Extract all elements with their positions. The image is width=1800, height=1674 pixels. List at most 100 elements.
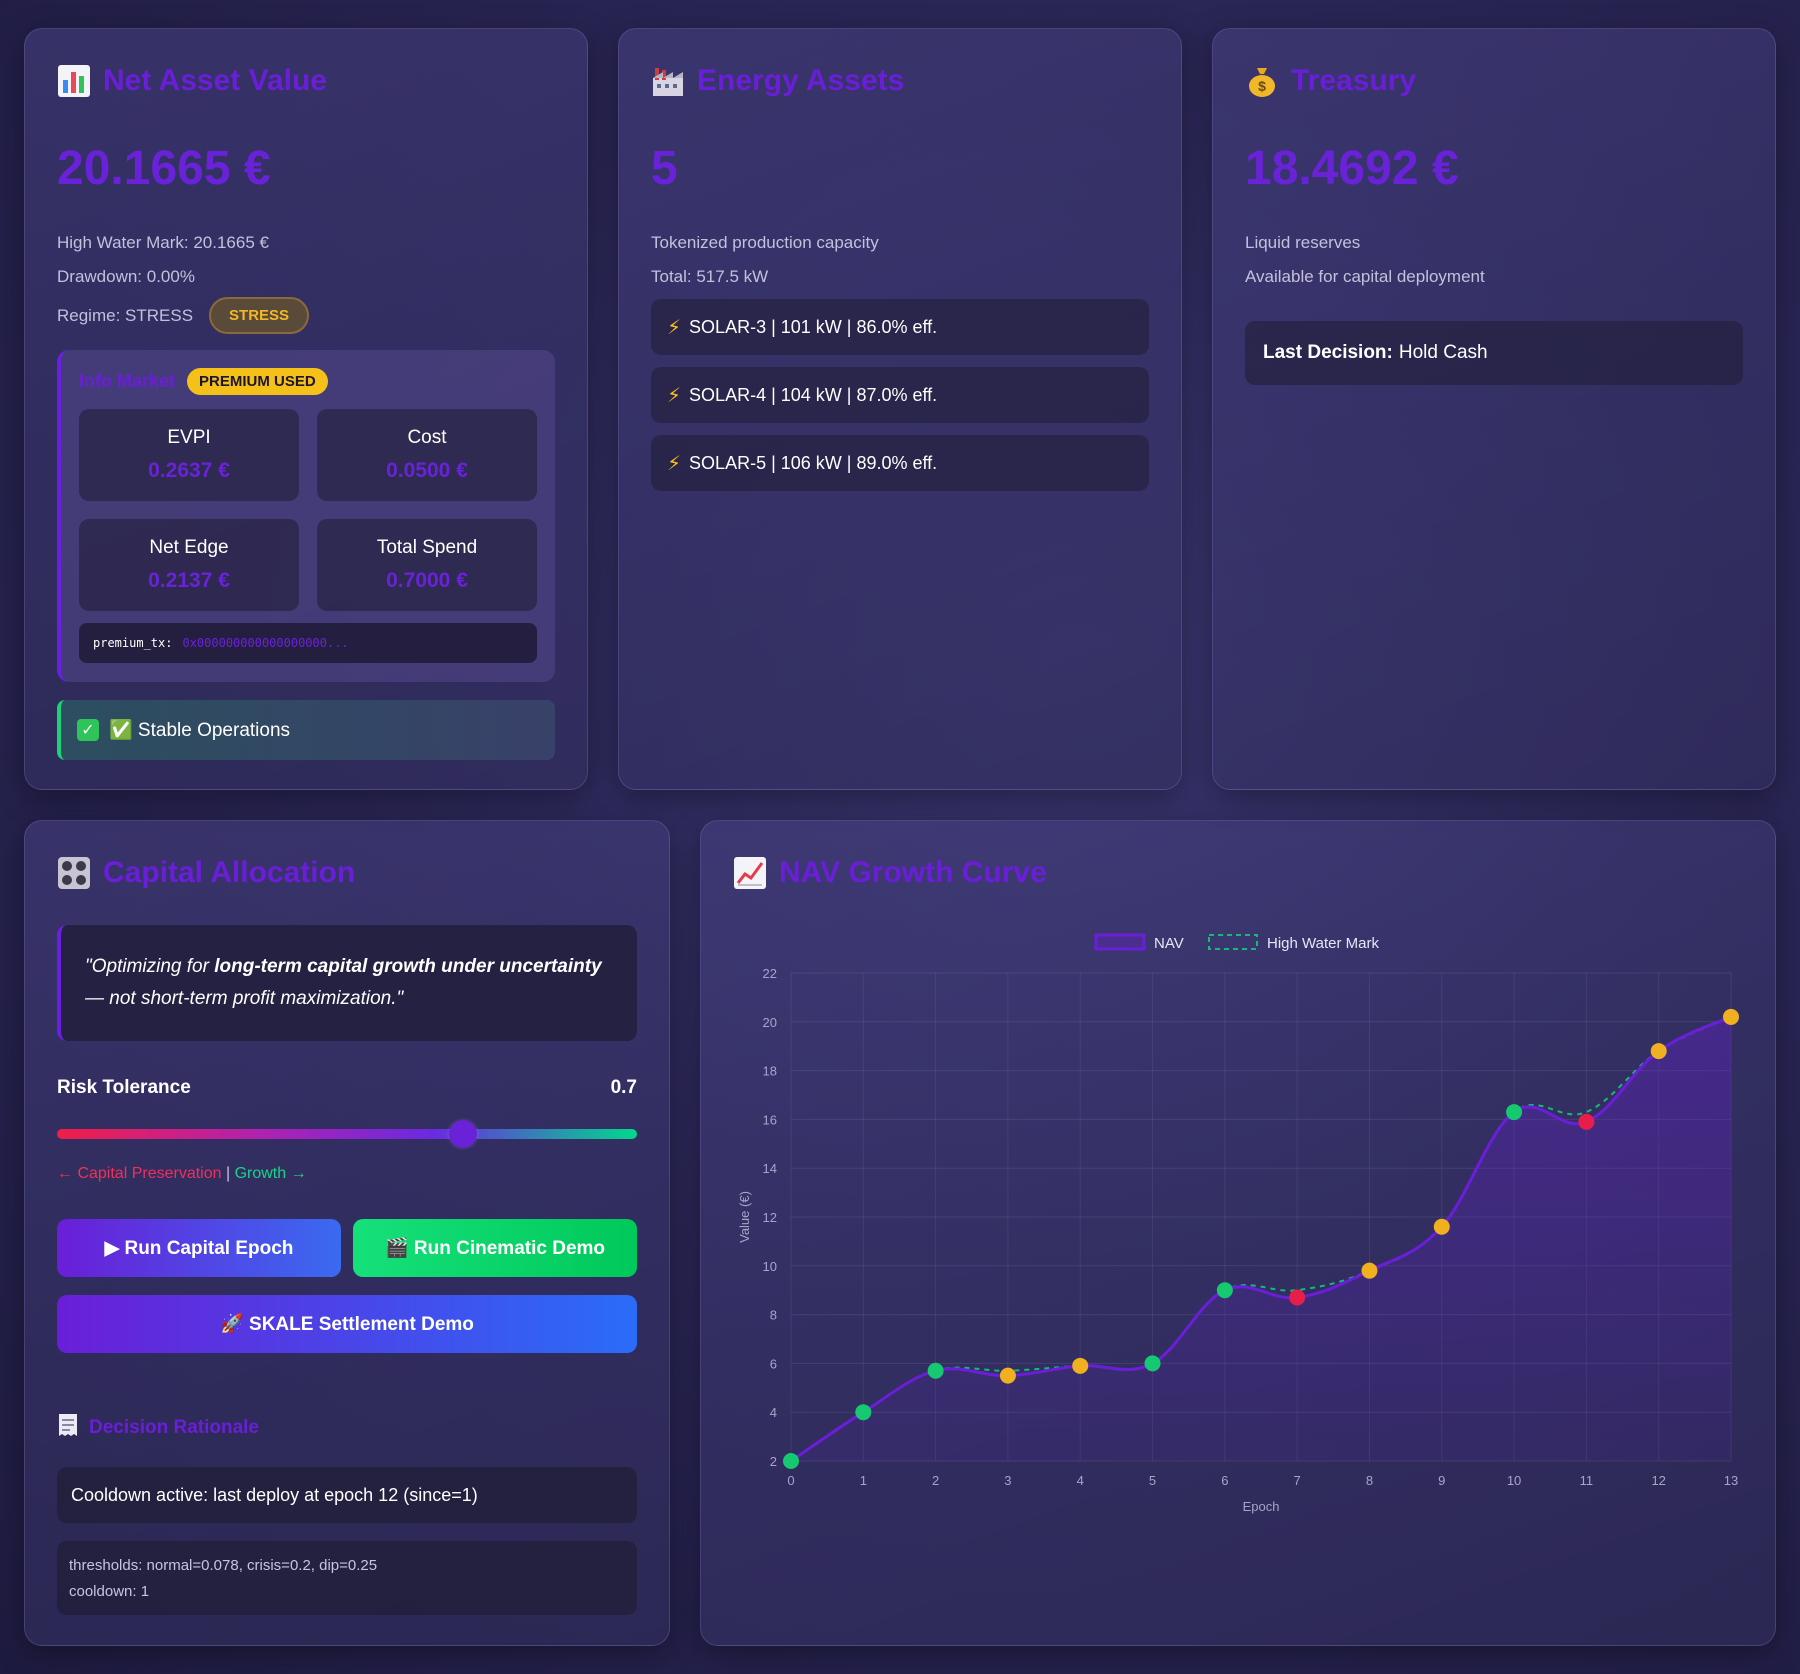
capital-allocation-card: Capital Allocation "Optimizing for long-… — [24, 820, 670, 1646]
total-spend-value: 0.7000 € — [386, 569, 468, 592]
y-tick-label: 2 — [770, 1454, 777, 1469]
treasury-card-title: $ Treasury — [1245, 63, 1743, 99]
nav-area-fill — [791, 1016, 1731, 1461]
total-spend-cell: Total Spend 0.7000 € — [317, 519, 537, 611]
drawdown: Drawdown: 0.00% — [57, 267, 195, 286]
risk-tolerance-slider[interactable] — [57, 1120, 637, 1148]
cooldown-message: Cooldown active: last deploy at epoch 12… — [57, 1467, 637, 1523]
x-tick-label: 5 — [1149, 1473, 1156, 1488]
x-tick-label: 9 — [1438, 1473, 1445, 1488]
lightning-icon: ⚡ — [667, 452, 682, 475]
asset-label: SOLAR-4 | 104 kW | 87.0% eff. — [689, 384, 938, 405]
check-mark-icon: ✓ — [77, 719, 99, 741]
y-tick-label: 4 — [770, 1405, 777, 1420]
chart-up-icon — [733, 856, 767, 890]
last-decision-label: Last Decision: — [1263, 342, 1393, 363]
lightning-icon: ⚡ — [667, 384, 682, 407]
capital-card-title: Capital Allocation — [57, 855, 637, 891]
x-tick-label: 6 — [1221, 1473, 1228, 1488]
nav-data-point — [1578, 1113, 1595, 1130]
quote-bold: long-term capital growth under uncertain… — [214, 956, 602, 977]
treasury-value: 18.4692 € — [1245, 142, 1459, 195]
y-tick-label: 10 — [763, 1259, 777, 1274]
decision-rationale-title: Decision Rationale — [57, 1413, 637, 1443]
nav-card-title-text: Net Asset Value — [103, 64, 327, 97]
treasury-line-1: Liquid reserves — [1245, 233, 1361, 252]
status-text: ✅ Stable Operations — [109, 720, 291, 741]
nav-card-title: Net Asset Value — [57, 63, 555, 99]
thresholds-line: thresholds: normal=0.078, crisis=0.2, di… — [69, 1557, 378, 1574]
asset-row: ⚡ SOLAR-3 | 101 kW | 86.0% eff. — [651, 299, 1149, 355]
nav-value: 20.1665 € — [57, 142, 271, 195]
y-tick-label: 14 — [763, 1161, 777, 1176]
y-tick-label: 18 — [763, 1064, 777, 1079]
x-tick-label: 1 — [860, 1473, 867, 1488]
net-edge-value: 0.2137 € — [148, 569, 230, 592]
y-tick-label: 8 — [770, 1308, 777, 1323]
premium-badge: PREMIUM USED — [187, 368, 328, 395]
scale-separator: | — [225, 1165, 231, 1182]
net-edge-cell: Net Edge 0.2137 € — [79, 519, 299, 611]
energy-card-title-text: Energy Assets — [697, 64, 905, 97]
evpi-value: 0.2637 € — [148, 459, 230, 482]
legend-label-nav: NAV — [1154, 935, 1184, 952]
scale-right-label: Growth → — [234, 1165, 307, 1182]
run-cinematic-demo-button[interactable]: 🎬 Run Cinematic Demo — [353, 1219, 637, 1277]
x-tick-label: 2 — [932, 1473, 939, 1488]
evpi-label: EVPI — [167, 427, 211, 448]
premium-tx-label: premium_tx: — [93, 636, 173, 650]
quote-post: — not short-term profit maximization." — [85, 988, 404, 1009]
regime-badge: STRESS — [209, 297, 310, 334]
energy-card-title: Energy Assets — [651, 63, 1149, 99]
y-tick-label: 12 — [763, 1210, 777, 1225]
total-spend-label: Total Spend — [376, 537, 478, 558]
legend-swatch-nav — [1094, 933, 1146, 951]
x-tick-label: 3 — [1004, 1473, 1011, 1488]
nav-data-point — [855, 1404, 872, 1421]
info-market-panel: Info Market PREMIUM USED EVPI 0.2637 € C… — [57, 350, 555, 682]
last-decision: Last Decision: Hold Cash — [1245, 321, 1743, 385]
y-tick-label: 22 — [763, 966, 777, 981]
x-tick-label: 4 — [1077, 1473, 1084, 1488]
x-tick-label: 13 — [1724, 1473, 1738, 1488]
cost-value: 0.0500 € — [386, 459, 468, 482]
energy-card: Energy Assets 5 Tokenized production cap… — [618, 28, 1182, 790]
chart-card-title: NAV Growth Curve — [733, 855, 1743, 891]
nav-growth-chart-card: NAV Growth Curve 2 4 6 8 10 12 14 16 18 20 22 0 1 2 3 4… — [700, 820, 1776, 1646]
y-tick-label: 6 — [770, 1356, 777, 1371]
legend-label-high-water-mark: High Water Mark — [1267, 935, 1379, 952]
net-edge-label: Net Edge — [149, 537, 229, 558]
y-tick-label: 16 — [763, 1112, 777, 1127]
y-axis-label: Value (€) — [737, 1191, 752, 1243]
asset-label: SOLAR-3 | 101 kW | 86.0% eff. — [689, 316, 938, 337]
run-capital-epoch-button[interactable]: ▶ Run Capital Epoch — [57, 1219, 341, 1277]
nav-data-point — [1433, 1218, 1450, 1235]
chart-card-title-text: NAV Growth Curve — [779, 856, 1047, 889]
nav-data-point — [1144, 1355, 1161, 1372]
asset-row: ⚡ SOLAR-4 | 104 kW | 87.0% eff. — [651, 367, 1149, 423]
regime-label: Regime: STRESS — [57, 305, 194, 325]
nav-data-point — [1216, 1282, 1233, 1299]
x-tick-label: 12 — [1651, 1473, 1665, 1488]
bar-chart-icon — [57, 64, 91, 98]
asset-count: 5 — [651, 142, 678, 195]
premium-tx-value: 0x000000000000000000... — [182, 636, 349, 650]
treasury-line-2: Available for capital deployment — [1245, 267, 1485, 286]
high-water-mark: High Water Mark: 20.1665 € — [57, 233, 269, 252]
slider-thumb[interactable] — [449, 1120, 477, 1148]
treasury-card-title-text: Treasury — [1291, 64, 1417, 97]
risk-tolerance-label: Risk Tolerance — [57, 1077, 191, 1098]
skale-settlement-demo-button[interactable]: 🚀 SKALE Settlement Demo — [57, 1295, 637, 1353]
nav-data-point — [1650, 1043, 1667, 1060]
nav-data-point — [927, 1362, 944, 1379]
energy-total: Total: 517.5 kW — [651, 267, 769, 286]
asset-label: SOLAR-5 | 106 kW | 89.0% eff. — [689, 452, 938, 473]
thresholds-box: thresholds: normal=0.078, crisis=0.2, di… — [57, 1541, 637, 1615]
money-bag-icon: $ — [1245, 64, 1279, 98]
y-tick-label: 20 — [763, 1015, 777, 1030]
risk-tolerance-value: 0.7 — [610, 1077, 637, 1098]
nav-data-point — [999, 1367, 1016, 1384]
info-market-title: Info Market — [79, 371, 176, 391]
premium-tx: premium_tx: 0x000000000000000000... — [79, 623, 537, 663]
